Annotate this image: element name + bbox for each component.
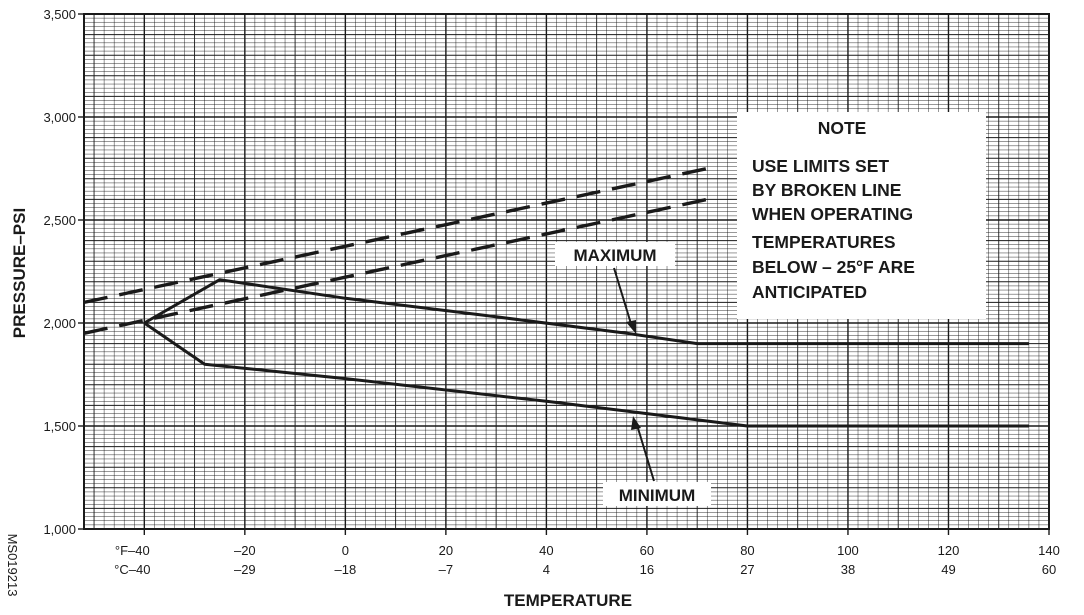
x-tick-label-f: 140: [1038, 543, 1060, 558]
y-axis-title: PRESSURE–PSI: [10, 208, 29, 338]
x-tick-label-c: –18: [335, 562, 357, 577]
note-line: BELOW – 25°F ARE: [752, 257, 915, 277]
axis-ticks: 1,000 1,500 2,000 2,500 3,000 3,500 °F–40 °C–40…: [43, 7, 1059, 577]
plot-frame: [83, 13, 1050, 530]
maximum-label: MAXIMUM: [573, 246, 656, 265]
minimum-label: MINIMUM: [619, 486, 695, 505]
x-tick-label-f: 80: [740, 543, 754, 558]
minimum-label-bg: [603, 482, 711, 506]
x-tick-label-f: 100: [837, 543, 859, 558]
x-tick-label-c: °C–40: [114, 562, 150, 577]
x-tick-label-f: 40: [539, 543, 553, 558]
note-line: USE LIMITS SET: [752, 156, 889, 176]
x-tick-label-f: 60: [640, 543, 654, 558]
minimum-arrowhead: [631, 416, 641, 430]
x-tick-label-c: –29: [234, 562, 256, 577]
x-axis-title: TEMPERATURE: [504, 591, 632, 610]
x-tick-label-c: 38: [841, 562, 855, 577]
note-line: ANTICIPATED: [752, 282, 867, 302]
note-line: TEMPERATURES: [752, 232, 896, 252]
maximum-leader-line: [613, 267, 633, 328]
y-tick-label: 2,000: [43, 316, 76, 331]
curve-minimum: [143, 321, 1029, 428]
note-line: WHEN OPERATING: [752, 204, 913, 224]
note-title: NOTE: [818, 118, 867, 138]
x-tick-label-f: °F–40: [115, 543, 150, 558]
figure-id: MS019213: [5, 534, 20, 597]
note-box: [737, 112, 986, 319]
maximum-arrowhead: [626, 320, 636, 334]
x-tick-label-f: 120: [938, 543, 960, 558]
x-tick-label-f: –20: [234, 543, 256, 558]
note-line: BY BROKEN LINE: [752, 180, 901, 200]
curve-maximum: [143, 278, 1029, 346]
x-tick-label-c: 4: [543, 562, 550, 577]
y-tick-label: 3,000: [43, 110, 76, 125]
y-tick-label: 2,500: [43, 213, 76, 228]
minimum-leader-line: [636, 424, 655, 482]
y-tick-label: 1,500: [43, 419, 76, 434]
maximum-label-bg: [555, 242, 675, 266]
x-tick-label-c: 60: [1042, 562, 1056, 577]
x-tick-label-c: 16: [640, 562, 654, 577]
y-tick-label: 1,000: [43, 522, 76, 537]
limit-curves: [143, 278, 1029, 428]
x-tick-label-c: 27: [740, 562, 754, 577]
y-tick-label: 3,500: [43, 7, 76, 22]
x-tick-label-f: 0: [342, 543, 349, 558]
plot-border: [83, 13, 1050, 530]
x-tick-label-c: 49: [941, 562, 955, 577]
x-tick-label-c: –7: [439, 562, 453, 577]
x-tick-label-f: 20: [439, 543, 453, 558]
